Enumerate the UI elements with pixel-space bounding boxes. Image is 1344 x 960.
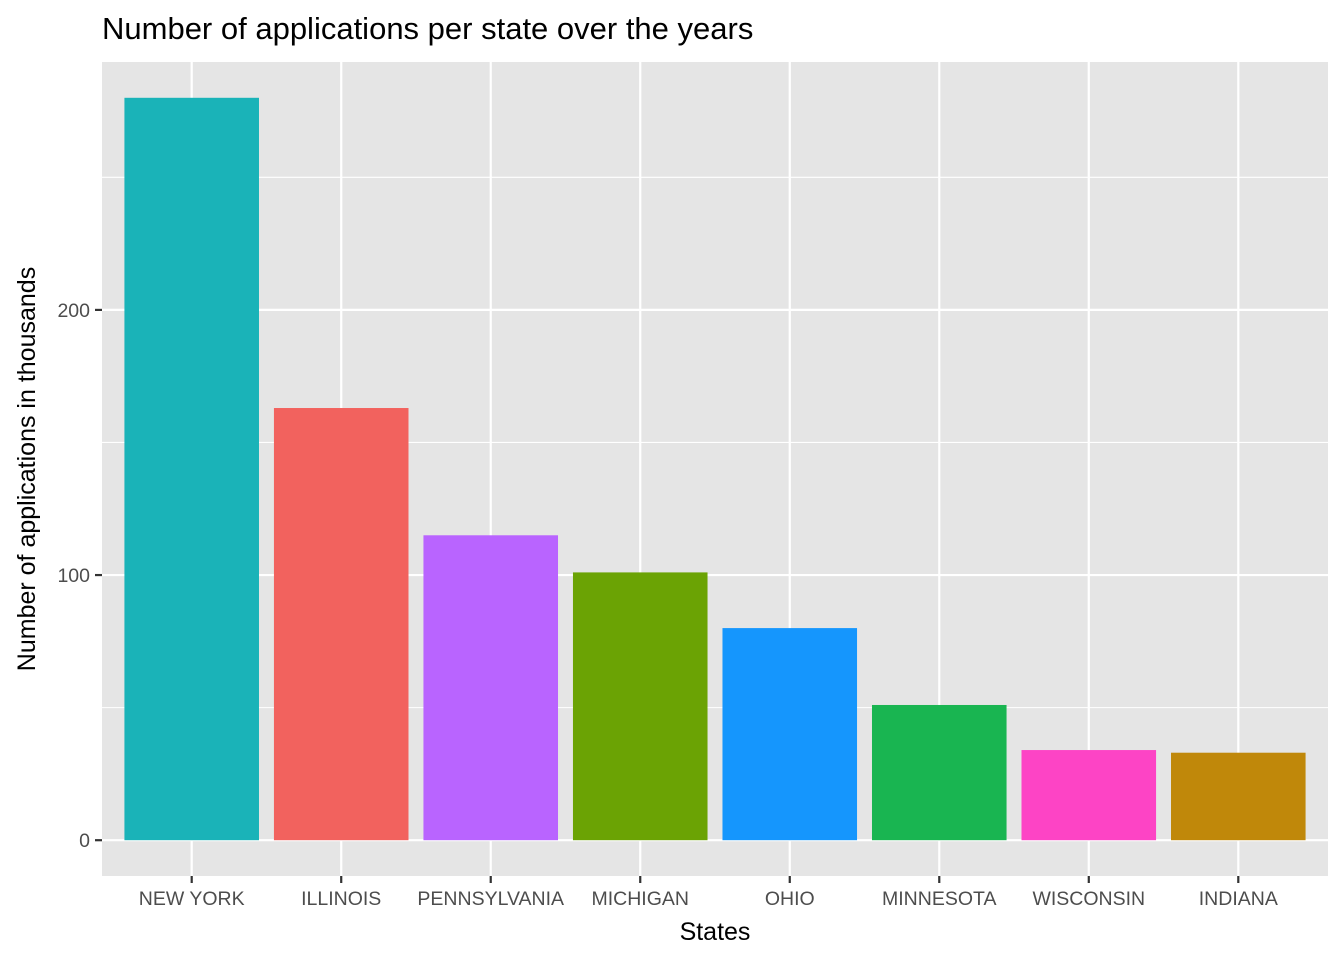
- bar-ohio: [722, 628, 858, 841]
- x-tick-label: PENNSYLVANIA: [417, 888, 564, 910]
- y-tick-label: 0: [79, 830, 90, 852]
- bar-wisconsin: [1021, 750, 1157, 841]
- bar-illinois: [273, 408, 409, 841]
- x-axis-title: States: [680, 918, 751, 946]
- x-tick-label: WISCONSIN: [1032, 888, 1145, 910]
- bar-new-york: [124, 97, 259, 841]
- bar-minnesota: [871, 704, 1007, 841]
- x-tick-label: ILLINOIS: [301, 888, 381, 910]
- y-axis: 0 100 200: [57, 300, 102, 852]
- chart-title: Number of applications per state over th…: [102, 11, 753, 46]
- bars-group: [124, 97, 1306, 841]
- y-tick-label: 200: [57, 300, 90, 322]
- bar-pennsylvania: [423, 535, 559, 841]
- y-tick-label: 100: [57, 565, 90, 587]
- bar-indiana: [1171, 752, 1306, 841]
- x-tick-label: NEW YORK: [139, 888, 245, 910]
- y-axis-title: Number of applications in thousands: [13, 267, 41, 671]
- x-tick-label: MINNESOTA: [882, 888, 996, 910]
- bar-michigan: [572, 572, 708, 841]
- x-tick-label: INDIANA: [1199, 888, 1278, 910]
- x-tick-label: MICHIGAN: [591, 888, 689, 910]
- x-axis: NEW YORK ILLINOIS PENNSYLVANIA MICHIGAN OHIO…: [139, 876, 1278, 910]
- x-tick-label: OHIO: [765, 888, 815, 910]
